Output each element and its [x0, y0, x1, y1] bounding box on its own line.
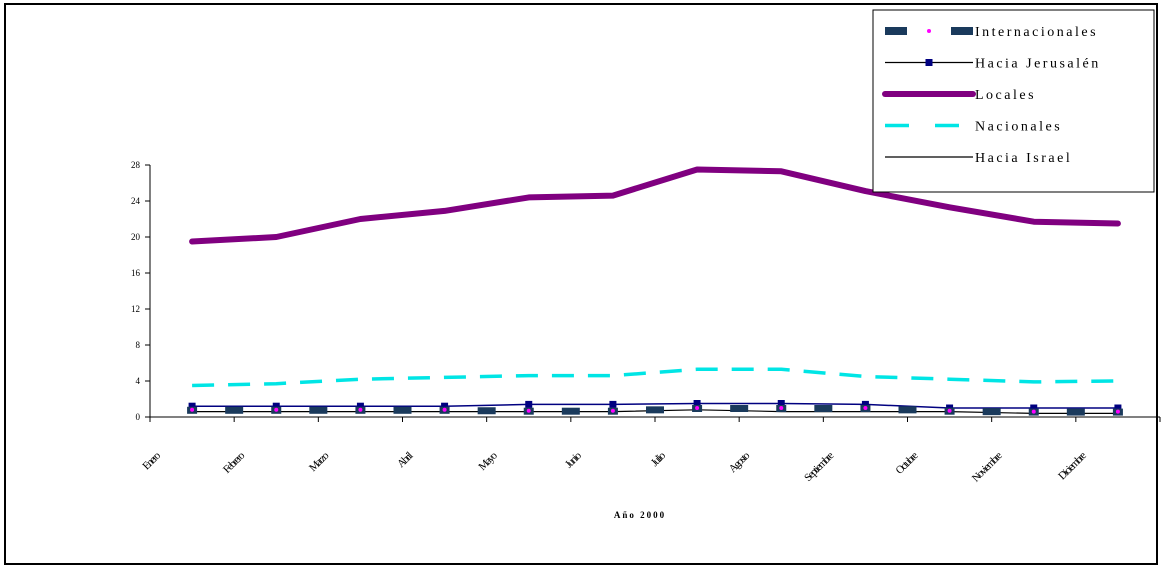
- y-tick-label: 12: [131, 304, 140, 314]
- data-point: [272, 402, 280, 410]
- legend-swatch: [951, 27, 973, 35]
- legend-swatch-marker: [925, 59, 933, 66]
- series-dash: [730, 405, 749, 412]
- data-point: [1114, 404, 1122, 412]
- x-category-label: Noviembre: [970, 449, 1005, 484]
- data-point: [693, 400, 701, 407]
- legend-item: Nacionales: [885, 120, 1062, 135]
- data-point-center: [1031, 409, 1036, 414]
- legend-item: Locales: [882, 88, 1036, 103]
- x-category-label: Febrero: [221, 449, 248, 476]
- legend-label: Hacia Israel: [975, 151, 1072, 166]
- x-category-label: Septiembre: [802, 450, 836, 484]
- series-dash: [814, 405, 833, 412]
- data-point-center: [442, 407, 447, 412]
- series-layer: [187, 166, 1123, 416]
- series-hacia-jerusalen: [188, 400, 1122, 412]
- x-category-label: Diciembre: [1056, 450, 1089, 483]
- legend-item: Hacia Israel: [885, 151, 1072, 166]
- x-category-label: Agosto: [727, 449, 753, 475]
- series-dash: [561, 407, 580, 415]
- data-point: [525, 400, 533, 408]
- legend-item: Hacia Jerusalén: [885, 57, 1101, 72]
- legend-swatch: [885, 27, 907, 35]
- legend-label: Hacia Jerusalén: [975, 57, 1101, 72]
- series-line: [191, 402, 1119, 409]
- y-tick-label: 0: [136, 412, 141, 422]
- x-category-label: Abril: [395, 450, 416, 471]
- data-point: [356, 402, 364, 410]
- legend-box: [872, 9, 1155, 193]
- data-point-center: [1115, 409, 1120, 414]
- series-dash: [982, 408, 1001, 416]
- axes: [149, 165, 1160, 418]
- data-point: [609, 400, 617, 408]
- y-tick-label: 8: [136, 340, 141, 350]
- series-dash: [646, 406, 664, 414]
- data-point: [1030, 404, 1038, 412]
- series-dash: [309, 406, 328, 414]
- data-point: [441, 402, 449, 410]
- data-point-center: [610, 408, 615, 413]
- series-dash: [393, 406, 412, 414]
- series-locales: [189, 166, 1121, 245]
- y-tick-label: 24: [131, 196, 141, 206]
- legend: Internacionales Hacia Jerusalén Locales Nac…: [872, 9, 1155, 193]
- x-category-label: Julio: [649, 449, 669, 469]
- legend-label: Nacionales: [975, 120, 1062, 135]
- data-point-center: [863, 406, 868, 410]
- x-ticks: Enero Febrero Marzo Abril Mayo Junio Julio Agos…: [140, 417, 1161, 485]
- legend-label: Locales: [975, 88, 1036, 103]
- y-tick-label: 20: [131, 232, 141, 242]
- data-point-center: [190, 407, 195, 412]
- series-line: [189, 166, 1121, 245]
- x-category-label: Enero: [140, 449, 163, 472]
- y-ticks: 0 4 8 12 16 20 24 28: [131, 160, 150, 422]
- x-category-label: Junio: [563, 449, 584, 470]
- series-dash: [1066, 408, 1085, 416]
- data-point-center: [947, 408, 952, 413]
- x-category-label: Marzo: [307, 449, 332, 474]
- series-nacionales: [192, 367, 1118, 388]
- legend-item: Internacionales: [885, 25, 1098, 40]
- x-category-label: Mayo: [476, 449, 500, 473]
- data-point-center: [695, 406, 700, 410]
- data-point: [861, 400, 869, 408]
- legend-label: Internacionales: [975, 25, 1098, 40]
- series-dash: [898, 406, 917, 414]
- series-line: [192, 367, 1118, 388]
- y-tick-label: 16: [131, 268, 141, 278]
- x-category-label: Octubre: [894, 449, 921, 476]
- data-point-center: [358, 407, 363, 412]
- data-point: [188, 402, 196, 410]
- data-point-center: [526, 408, 531, 413]
- y-tick-label: 28: [131, 160, 141, 170]
- x-axis-title: Año 2000: [614, 510, 666, 520]
- data-point-center: [779, 406, 784, 410]
- data-point-center: [274, 407, 279, 412]
- series-internacionales: [187, 405, 1123, 416]
- data-point: [777, 400, 785, 407]
- series-dash: [477, 407, 496, 415]
- y-tick-label: 4: [136, 376, 141, 386]
- legend-swatch-marker: [927, 29, 931, 33]
- series-dash: [225, 406, 244, 414]
